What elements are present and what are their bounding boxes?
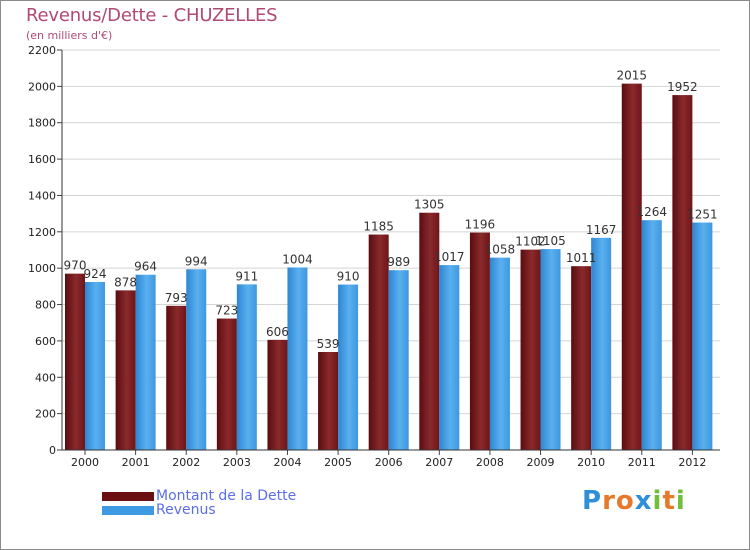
data-label-revenus-2003: 911 [235, 269, 258, 283]
data-label-revenus-2007: 1017 [434, 250, 465, 264]
chart-subtitle: (en milliers d'€) [26, 29, 113, 42]
bar-revenus-2001 [135, 274, 156, 450]
data-label-dette-2007: 1305 [414, 198, 445, 212]
bar-revenus-2009 [540, 249, 561, 450]
data-label-dette-2010: 1011 [566, 251, 597, 265]
bar-revenus-2011 [641, 220, 662, 450]
x-tick-label: 2006 [375, 456, 403, 469]
data-label-revenus-2002: 994 [185, 254, 208, 268]
data-label-dette-2004: 606 [266, 325, 289, 339]
bar-dette-2003 [216, 318, 237, 450]
bar-revenus-2004 [287, 267, 308, 450]
bar-revenus-2012 [692, 222, 713, 450]
y-tick-label: 1200 [28, 226, 56, 239]
x-tick-label: 2000 [71, 456, 99, 469]
x-tick-label: 2007 [425, 456, 453, 469]
data-label-revenus-2008: 1058 [485, 243, 516, 257]
y-tick-label: 1400 [28, 189, 56, 202]
bar-dette-2009 [520, 249, 541, 450]
data-label-revenus-2001: 964 [134, 260, 157, 274]
data-label-revenus-2000: 924 [84, 267, 107, 281]
logo-letter: i [675, 486, 686, 516]
bar-dette-2006 [368, 234, 389, 450]
data-label-dette-2000: 970 [64, 259, 87, 273]
bar-dette-2000 [65, 273, 85, 450]
logo-letter: x [634, 486, 653, 516]
bar-revenus-2000 [85, 282, 105, 450]
legend-swatch-debt [102, 491, 154, 501]
y-tick-label: 1600 [28, 153, 56, 166]
logo-letter: o [615, 486, 635, 516]
x-tick-label: 2003 [223, 456, 251, 469]
x-tick-label: 2009 [527, 456, 555, 469]
proxiti-logo: Proxiti [582, 486, 686, 516]
x-tick-label: 2010 [577, 456, 605, 469]
data-label-revenus-2011: 1264 [636, 205, 667, 219]
logo-letter: t [662, 486, 676, 516]
y-tick-label: 0 [49, 444, 56, 457]
bar-dette-2004 [267, 339, 288, 450]
x-tick-label: 2001 [122, 456, 150, 469]
bar-dette-2001 [115, 290, 136, 450]
y-tick-label: 400 [35, 371, 56, 384]
bar-dette-2005 [318, 352, 339, 450]
bar-revenus-2005 [338, 284, 359, 450]
x-tick-label: 2002 [172, 456, 200, 469]
legend-item-debt: Montant de la Dette [102, 488, 296, 504]
x-tick-label: 2004 [273, 456, 301, 469]
bar-dette-2012 [672, 95, 693, 450]
data-label-revenus-2005: 910 [337, 270, 360, 284]
legend-label-revenus: Revenus [156, 502, 216, 518]
bar-dette-2008 [469, 232, 490, 450]
data-label-dette-2008: 1196 [465, 218, 496, 232]
data-label-dette-2001: 878 [114, 275, 137, 289]
bar-dette-2002 [166, 305, 187, 450]
data-label-dette-2009: 1102 [515, 235, 546, 249]
data-label-revenus-2012: 1251 [687, 208, 718, 222]
data-label-revenus-2010: 1167 [586, 223, 617, 237]
bar-revenus-2010 [591, 237, 612, 450]
chart-title: Revenus/Dette - CHUZELLES [26, 5, 278, 26]
bars [65, 83, 713, 451]
bar-revenus-2006 [388, 270, 409, 450]
x-tick-label: 2012 [678, 456, 706, 469]
data-label-revenus-2009: 1105 [535, 234, 566, 248]
bar-dette-2011 [621, 83, 642, 451]
bar-dette-2010 [571, 266, 592, 450]
bar-dette-2007 [419, 212, 440, 450]
axes [57, 49, 720, 455]
tick-labels: 0 200 400 600 800 1000 1200 1400 1600 1800 2000 220… [28, 44, 706, 469]
y-tick-label: 1000 [28, 262, 56, 275]
data-label-dette-2011: 2015 [616, 69, 647, 83]
y-tick-label: 800 [35, 299, 56, 312]
bar-revenus-2003 [236, 284, 257, 450]
data-label-revenus-2006: 989 [387, 255, 410, 269]
y-tick-label: 2200 [28, 44, 56, 57]
x-tick-label: 2011 [628, 456, 656, 469]
data-label-dette-2012: 1952 [667, 80, 698, 94]
x-tick-label: 2008 [476, 456, 504, 469]
y-tick-label: 600 [35, 335, 56, 348]
data-label-dette-2006: 1185 [363, 220, 394, 234]
logo-letter: r [602, 486, 616, 516]
logo-letter: i [652, 486, 663, 516]
legend-swatch-revenus [102, 505, 154, 515]
x-tick-label: 2005 [324, 456, 352, 469]
data-label-dette-2005: 539 [317, 337, 340, 351]
y-tick-label: 2000 [28, 80, 56, 93]
data-label-revenus-2004: 1004 [282, 252, 313, 266]
bar-revenus-2008 [489, 257, 510, 450]
y-tick-label: 200 [35, 408, 56, 421]
logo-letter: P [582, 486, 603, 516]
legend-item-revenus: Revenus [102, 502, 216, 518]
bar-revenus-2007 [439, 265, 460, 450]
y-tick-label: 1800 [28, 117, 56, 130]
bar-revenus-2002 [186, 269, 207, 450]
legend-label-debt: Montant de la Dette [156, 488, 297, 504]
data-label-dette-2002: 793 [165, 291, 188, 305]
data-label-dette-2003: 723 [215, 304, 238, 318]
